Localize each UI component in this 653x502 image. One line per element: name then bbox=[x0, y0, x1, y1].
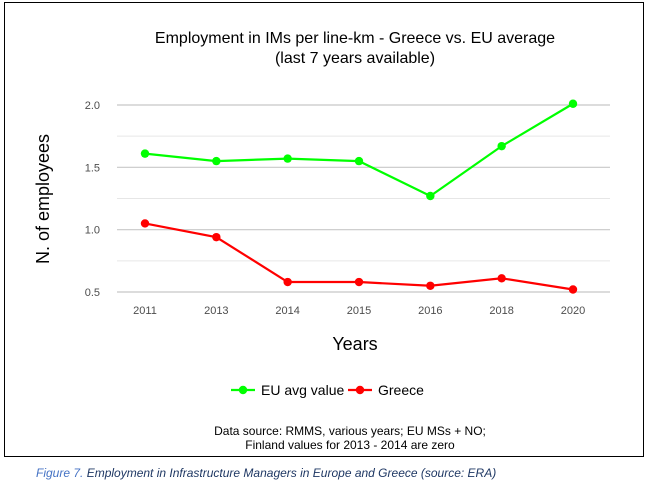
x-tick-label: 2016 bbox=[418, 305, 442, 317]
x-tick-label: 2014 bbox=[275, 305, 299, 317]
chart-title: Employment in IMs per line-km - Greece v… bbox=[155, 30, 555, 47]
legend: EU avg value Greece bbox=[231, 382, 424, 398]
legend-key-marker bbox=[355, 385, 365, 395]
x-tick-label: 2020 bbox=[561, 305, 585, 317]
data-point bbox=[212, 156, 221, 166]
x-tick-label: 2013 bbox=[204, 305, 228, 317]
y-tick-label: 1.5 bbox=[85, 162, 100, 174]
series-line bbox=[144, 102, 574, 198]
data-point bbox=[283, 277, 292, 287]
legend-label: Greece bbox=[378, 382, 424, 398]
legend-key-marker bbox=[238, 385, 248, 395]
line-chart: Employment in IMs per line-km - Greece v… bbox=[33, 30, 610, 452]
data-point bbox=[212, 232, 221, 242]
x-axis-label: Years bbox=[332, 334, 377, 354]
x-tick-label: 2011 bbox=[133, 305, 157, 317]
grid-layer bbox=[117, 104, 610, 293]
chart-subtitle: (last 7 years available) bbox=[275, 50, 435, 67]
data-source-note-line1: Data source: RMMS, various years; EU MSs… bbox=[214, 424, 486, 438]
data-point bbox=[140, 149, 150, 158]
x-tick-label: 2018 bbox=[489, 305, 513, 317]
data-point bbox=[354, 156, 364, 166]
legend-label: EU avg value bbox=[261, 382, 344, 398]
data-point bbox=[497, 274, 506, 283]
y-tick-labels: 0.5 1.0 1.5 2.0 bbox=[85, 100, 100, 299]
figure-caption: Figure 7. Employment in Infrastructure M… bbox=[36, 466, 496, 480]
data-source-note-line2: Finland values for 2013 - 2014 are zero bbox=[245, 438, 455, 452]
y-tick-label: 2.0 bbox=[85, 100, 100, 112]
data-point bbox=[140, 219, 150, 228]
data-point bbox=[354, 277, 364, 287]
series-layer bbox=[140, 99, 578, 294]
y-tick-label: 1.0 bbox=[85, 225, 100, 237]
data-point bbox=[568, 285, 578, 294]
data-point bbox=[283, 154, 292, 163]
data-point bbox=[426, 281, 435, 290]
caption-text: Employment in Infrastructure Managers in… bbox=[86, 466, 497, 480]
y-axis-label: N. of employees bbox=[33, 134, 53, 264]
y-tick-label: 0.5 bbox=[85, 287, 100, 299]
data-point bbox=[497, 141, 506, 151]
caption-label: Figure 7. bbox=[36, 466, 84, 480]
data-point bbox=[426, 191, 435, 201]
x-tick-label: 2015 bbox=[347, 305, 371, 317]
x-tick-labels: 2011 2013 2014 2015 2016 2018 2020 bbox=[133, 305, 585, 317]
chart-frame: Employment in IMs per line-km - Greece v… bbox=[4, 2, 644, 457]
data-point bbox=[568, 99, 578, 108]
